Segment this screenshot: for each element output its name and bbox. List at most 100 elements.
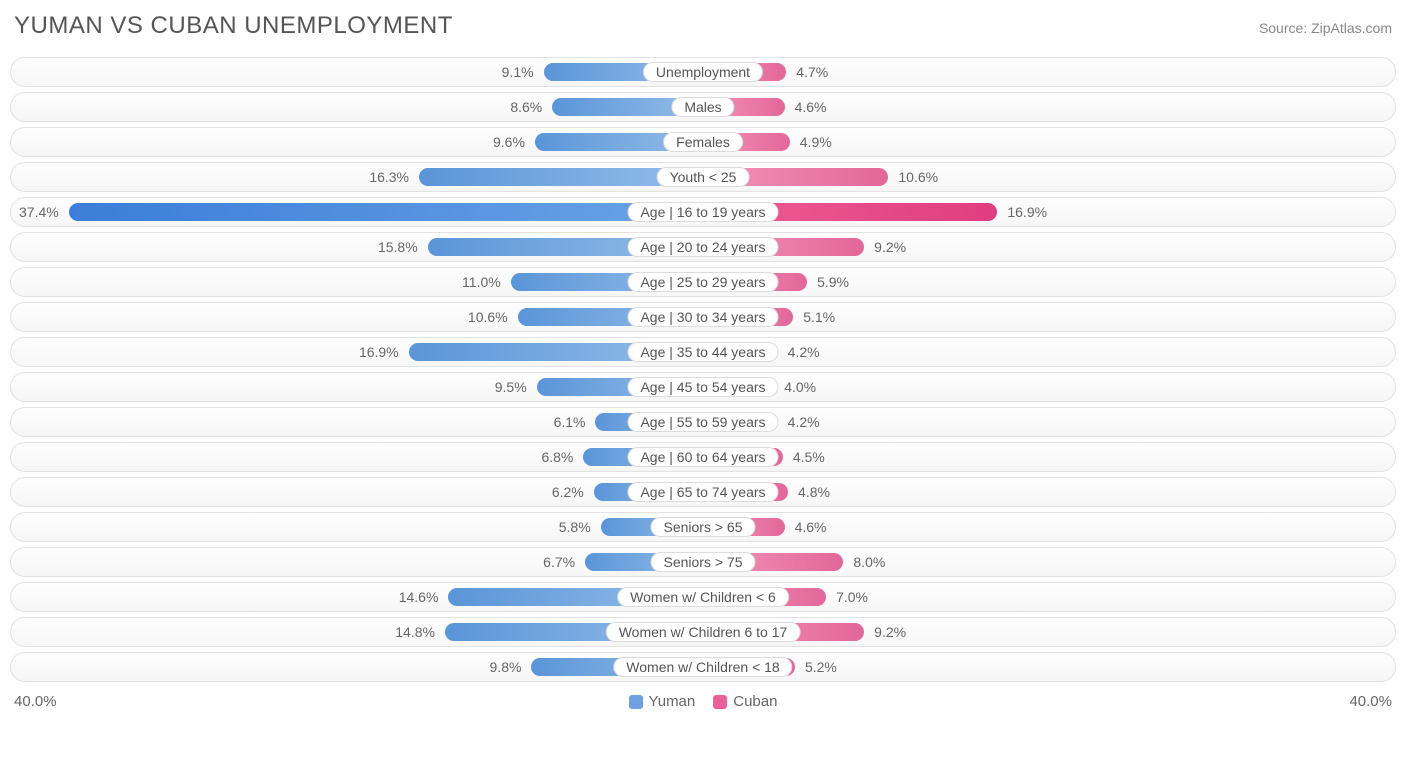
- right-half: 4.0%: [703, 373, 1395, 401]
- right-half: 4.7%: [703, 58, 1395, 86]
- chart-row: 9.5%4.0%Age | 45 to 54 years: [10, 372, 1396, 402]
- yuman-value: 9.8%: [482, 659, 530, 675]
- category-label: Females: [663, 132, 743, 152]
- yuman-value: 16.9%: [351, 344, 407, 360]
- left-half: 8.6%: [11, 93, 703, 121]
- right-half: 8.0%: [703, 548, 1395, 576]
- cuban-value: 4.7%: [788, 64, 836, 80]
- right-half: 4.9%: [703, 128, 1395, 156]
- category-label: Age | 25 to 29 years: [627, 272, 778, 292]
- chart-row: 16.3% 10.6% Youth < 25: [10, 162, 1396, 192]
- yuman-value: 6.1%: [546, 414, 594, 430]
- chart-row: 8.6% 4.6% Males: [10, 92, 1396, 122]
- yuman-value: 11.0%: [454, 274, 509, 290]
- left-half: 6.2%: [11, 478, 703, 506]
- right-half: 4.5%: [703, 443, 1395, 471]
- left-half: 6.7%: [11, 548, 703, 576]
- chart-title: YUMAN VS CUBAN UNEMPLOYMENT: [14, 12, 453, 40]
- right-half: 10.6%: [703, 163, 1395, 191]
- left-half: 6.1%: [11, 408, 703, 436]
- right-half: 5.1%: [703, 303, 1395, 331]
- left-half: 9.1%: [11, 58, 703, 86]
- category-label: Seniors > 65: [651, 517, 756, 537]
- right-half: 4.2%: [703, 408, 1395, 436]
- cuban-value: 5.9%: [809, 274, 857, 290]
- left-half: 37.4%: [11, 198, 703, 226]
- yuman-value: 9.6%: [485, 134, 533, 150]
- yuman-bar: [69, 203, 701, 221]
- category-label: Age | 16 to 19 years: [627, 202, 778, 222]
- yuman-value: 6.2%: [544, 484, 592, 500]
- cuban-value: 4.6%: [787, 99, 835, 115]
- cuban-value: 4.0%: [776, 379, 824, 395]
- cuban-value: 4.2%: [780, 414, 828, 430]
- category-label: Women w/ Children < 18: [613, 657, 792, 677]
- legend-left-label: Yuman: [649, 693, 696, 710]
- yuman-value: 8.6%: [502, 99, 550, 115]
- chart-row: 10.6%5.1%Age | 30 to 34 years: [10, 302, 1396, 332]
- axis-right-max: 40.0%: [1349, 693, 1392, 710]
- category-label: Women w/ Children < 6: [617, 587, 789, 607]
- legend-swatch-right: [713, 695, 727, 709]
- chart-source: Source: ZipAtlas.com: [1259, 20, 1392, 36]
- legend-right-label: Cuban: [733, 693, 777, 710]
- legend-swatch-left: [629, 695, 643, 709]
- category-label: Youth < 25: [657, 167, 750, 187]
- left-half: 5.8%: [11, 513, 703, 541]
- chart-row: 11.0% 5.9% Age | 25 to 29 years: [10, 267, 1396, 297]
- yuman-value: 9.1%: [494, 64, 542, 80]
- axis-left-max: 40.0%: [14, 693, 57, 710]
- left-half: 15.8%: [11, 233, 703, 261]
- diverging-bar-chart: 9.1% 4.7% Unemployment 8.6% 4.6% Males 9.6% 4.9…: [10, 57, 1396, 682]
- yuman-value: 6.7%: [535, 554, 583, 570]
- category-label: Age | 65 to 74 years: [627, 482, 778, 502]
- yuman-value: 5.8%: [551, 519, 599, 535]
- left-half: 14.8%: [11, 618, 703, 646]
- cuban-value: 4.5%: [785, 449, 833, 465]
- right-half: 9.2%: [703, 233, 1395, 261]
- chart-row: 6.7% 8.0% Seniors > 75: [10, 547, 1396, 577]
- cuban-value: 4.2%: [780, 344, 828, 360]
- category-label: Age | 20 to 24 years: [627, 237, 778, 257]
- left-half: 16.3%: [11, 163, 703, 191]
- category-label: Seniors > 75: [651, 552, 756, 572]
- right-half: 4.6%: [703, 93, 1395, 121]
- yuman-value: 14.8%: [387, 624, 443, 640]
- legend-cuban: Cuban: [713, 693, 777, 710]
- cuban-value: 4.8%: [790, 484, 838, 500]
- cuban-value: 9.2%: [866, 239, 914, 255]
- category-label: Women w/ Children 6 to 17: [606, 622, 801, 642]
- left-half: 9.6%: [11, 128, 703, 156]
- yuman-value: 16.3%: [361, 169, 417, 185]
- right-half: 7.0%: [703, 583, 1395, 611]
- cuban-value: 4.6%: [787, 519, 835, 535]
- left-half: 11.0%: [11, 268, 703, 296]
- cuban-value: 5.1%: [795, 309, 843, 325]
- cuban-value: 8.0%: [845, 554, 893, 570]
- category-label: Unemployment: [643, 62, 763, 82]
- chart-row: 6.1% 4.2%Age | 55 to 59 years: [10, 407, 1396, 437]
- left-half: 16.9%: [11, 338, 703, 366]
- category-label: Age | 55 to 59 years: [627, 412, 778, 432]
- chart-row: 14.8% 9.2% Women w/ Children 6 to 17: [10, 617, 1396, 647]
- cuban-value: 16.9%: [999, 204, 1055, 220]
- yuman-value: 15.8%: [370, 239, 426, 255]
- cuban-value: 10.6%: [890, 169, 946, 185]
- yuman-value: 14.6%: [391, 589, 447, 605]
- right-half: 4.2%: [703, 338, 1395, 366]
- yuman-value: 6.8%: [533, 449, 581, 465]
- left-half: 9.8%: [11, 653, 703, 681]
- cuban-value: 9.2%: [866, 624, 914, 640]
- chart-row: 14.6% 7.0% Women w/ Children < 6: [10, 582, 1396, 612]
- chart-header: YUMAN VS CUBAN UNEMPLOYMENT Source: ZipA…: [10, 12, 1396, 52]
- right-half: 4.8%: [703, 478, 1395, 506]
- category-label: Age | 35 to 44 years: [627, 342, 778, 362]
- right-half: 16.9%: [703, 198, 1395, 226]
- yuman-value: 37.4%: [11, 204, 67, 220]
- cuban-value: 7.0%: [828, 589, 876, 605]
- chart-footer: 40.0% Yuman Cuban 40.0%: [10, 687, 1396, 710]
- chart-row: 16.9% 4.2%Age | 35 to 44 years: [10, 337, 1396, 367]
- category-label: Age | 45 to 54 years: [627, 377, 778, 397]
- category-label: Males: [671, 97, 734, 117]
- chart-row: 37.4% 16.9% Age | 16 to 19 years: [10, 197, 1396, 227]
